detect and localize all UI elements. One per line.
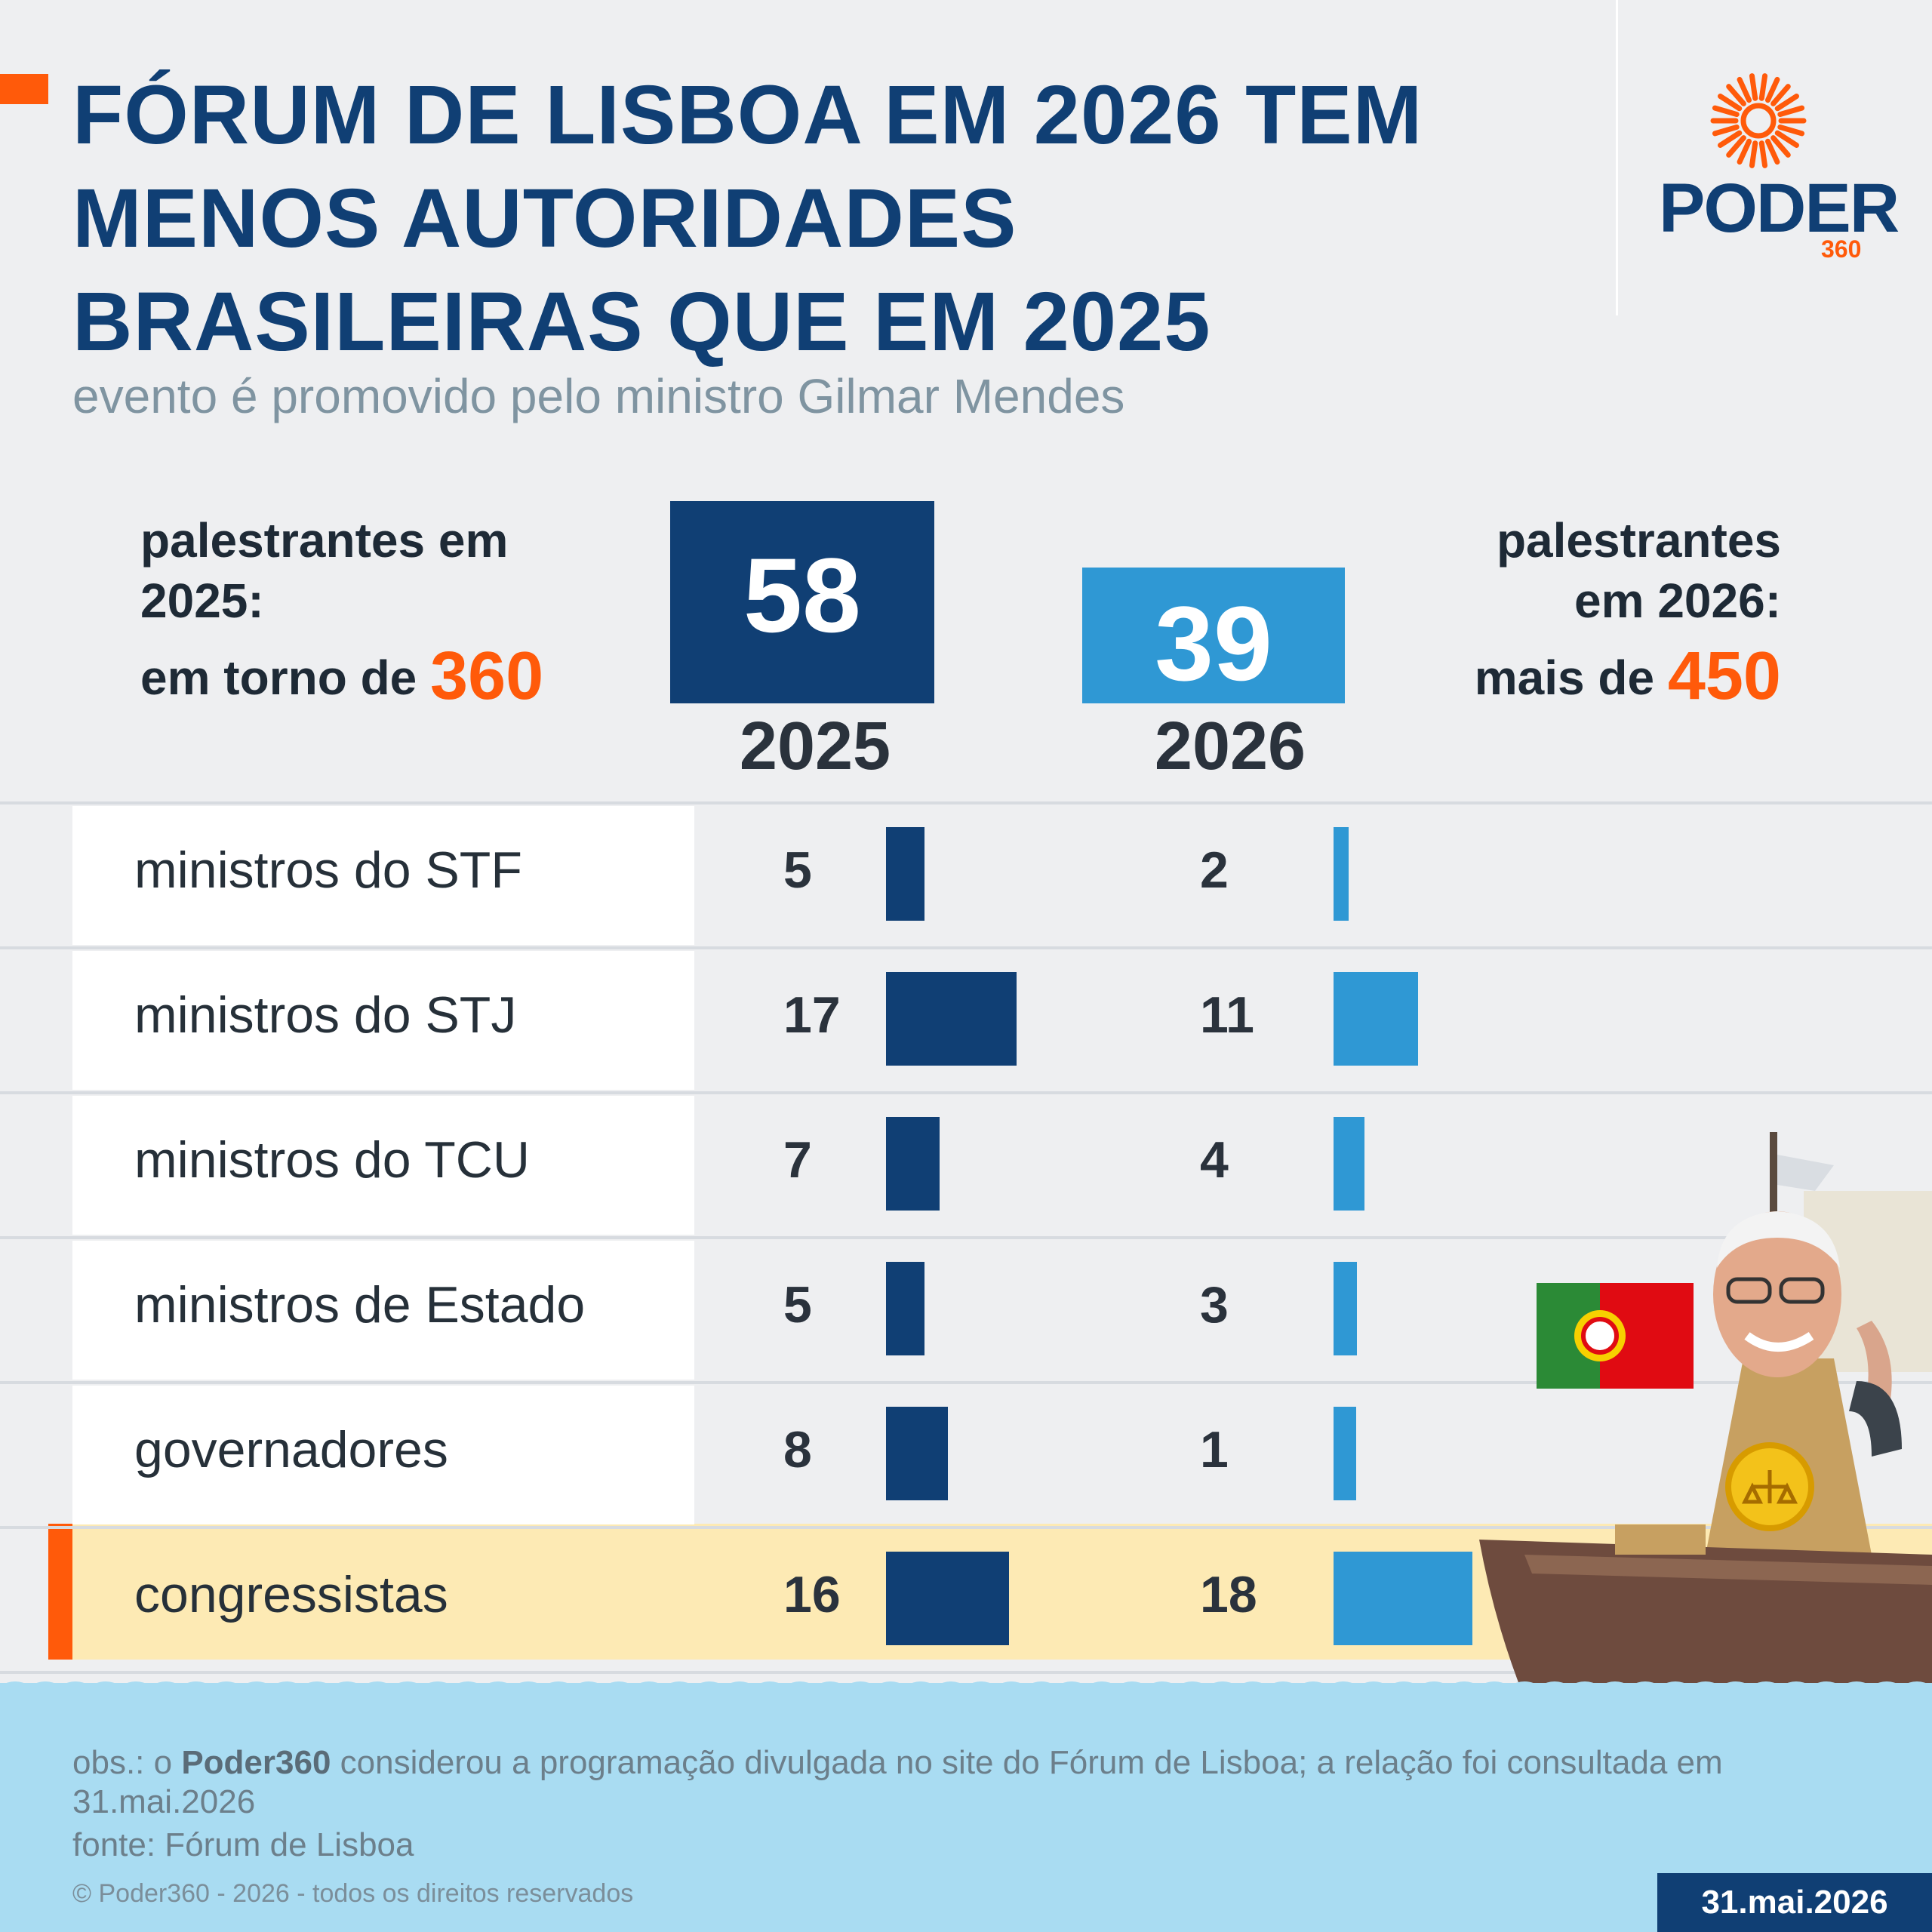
row-divider (0, 1671, 1932, 1674)
row-divider (0, 1381, 1932, 1384)
source-line: fonte: Fórum de Lisboa (72, 1826, 414, 1863)
total-speakers-2025: palestrantes em 2025: em torno de 360 (140, 510, 543, 710)
bar-2026 (1334, 827, 1349, 921)
footnote: obs.: o Poder360 considerou a programaçã… (72, 1743, 1884, 1822)
row-label-background (72, 806, 694, 945)
total-2025-prefix: em torno de (140, 651, 417, 705)
highlighted-row-marker (48, 1524, 72, 1660)
title-line-1: FÓRUM DE LISBOA EM 2026 TEM (72, 69, 1423, 162)
row-divider (0, 1526, 1932, 1529)
bar-2025 (886, 1407, 948, 1500)
date-badge: 31.mai.2026 (1657, 1873, 1932, 1932)
category-label: ministros do STF (134, 841, 522, 899)
total-2026-prefix: mais de (1474, 651, 1655, 705)
bar-2026 (1334, 972, 1419, 1066)
row-divider (0, 1236, 1932, 1239)
bar-2025 (886, 1262, 924, 1355)
value-label-2026: 1 (1200, 1421, 1229, 1478)
total-speakers-2026: palestrantes em 2026: mais de 450 (1474, 510, 1781, 710)
total-2025-line-1: palestrantes em (140, 513, 509, 568)
bar-2026 (1334, 1117, 1364, 1211)
row-label-background (72, 1386, 694, 1524)
footnote-prefix: obs.: o (72, 1744, 182, 1781)
boat-caricature-illustration (1479, 1132, 1932, 1702)
authorities-total-2026: 39 (1082, 568, 1345, 703)
year-label-2026: 2026 (1154, 709, 1306, 784)
value-label-2026: 4 (1200, 1131, 1229, 1189)
bar-2026 (1334, 1407, 1357, 1500)
total-2025-line-2: 2025: (140, 574, 264, 628)
category-label: governadores (134, 1421, 448, 1478)
row-divider (0, 946, 1932, 949)
row-label-background (72, 1096, 694, 1235)
sun-logo-icon (1710, 73, 1807, 168)
bar-2026 (1334, 1552, 1472, 1645)
value-label-2025: 17 (783, 986, 841, 1044)
total-2026-value-line: mais de 450 (1474, 642, 1781, 710)
title-line-2: MENOS AUTORIDADES (72, 172, 1017, 265)
logo-number: 360 (1821, 235, 1862, 263)
total-2026-line-1: palestrantes (1496, 513, 1781, 568)
sea-background (0, 1683, 1932, 1932)
value-label-2025: 5 (783, 841, 812, 899)
total-2025-value-line: em torno de 360 (140, 642, 543, 710)
value-label-2025: 16 (783, 1566, 841, 1623)
category-label: ministros do TCU (134, 1131, 530, 1189)
title-accent-mark (0, 74, 48, 104)
total-2025-value: 360 (430, 638, 544, 714)
bar-2026 (1334, 1262, 1357, 1355)
value-label-2026: 11 (1200, 986, 1254, 1044)
bar-2025 (886, 972, 1017, 1066)
logo-divider (1616, 0, 1618, 315)
value-label-2026: 2 (1200, 841, 1229, 899)
value-label-2025: 8 (783, 1421, 812, 1478)
year-label-2025: 2025 (739, 709, 891, 784)
bar-2025 (886, 827, 924, 921)
total-2026-line-2: em 2026: (1574, 574, 1781, 628)
row-label-background (72, 1241, 694, 1380)
total-2026-value: 450 (1667, 638, 1781, 714)
page-title: FÓRUM DE LISBOA EM 2026 TEM MENOS AUTORI… (72, 63, 1582, 374)
row-divider (0, 801, 1932, 804)
logo-wordmark: PODER (1659, 170, 1900, 247)
footnote-text: considerou a programação divulgada no si… (72, 1744, 1723, 1820)
value-label-2026: 3 (1200, 1276, 1229, 1334)
footnote-brand: Poder360 (181, 1744, 331, 1781)
title-line-3: BRASILEIRAS QUE EM 2025 (72, 275, 1211, 368)
value-label-2025: 7 (783, 1131, 812, 1189)
authorities-total-2025: 58 (670, 501, 934, 703)
portugal-flag-icon (1537, 1283, 1694, 1389)
value-label-2026: 18 (1200, 1566, 1257, 1623)
category-label: ministros de Estado (134, 1276, 586, 1334)
bar-2025 (886, 1117, 940, 1211)
category-label: congressistas (134, 1566, 448, 1623)
row-divider (0, 1091, 1932, 1094)
bar-2025 (886, 1552, 1010, 1645)
category-label: ministros do STJ (134, 986, 517, 1044)
row-label-background (72, 951, 694, 1090)
value-label-2025: 5 (783, 1276, 812, 1334)
copyright-line: © Poder360 - 2026 - todos os direitos re… (72, 1879, 634, 1908)
page-subtitle: evento é promovido pelo ministro Gilmar … (72, 369, 1125, 423)
